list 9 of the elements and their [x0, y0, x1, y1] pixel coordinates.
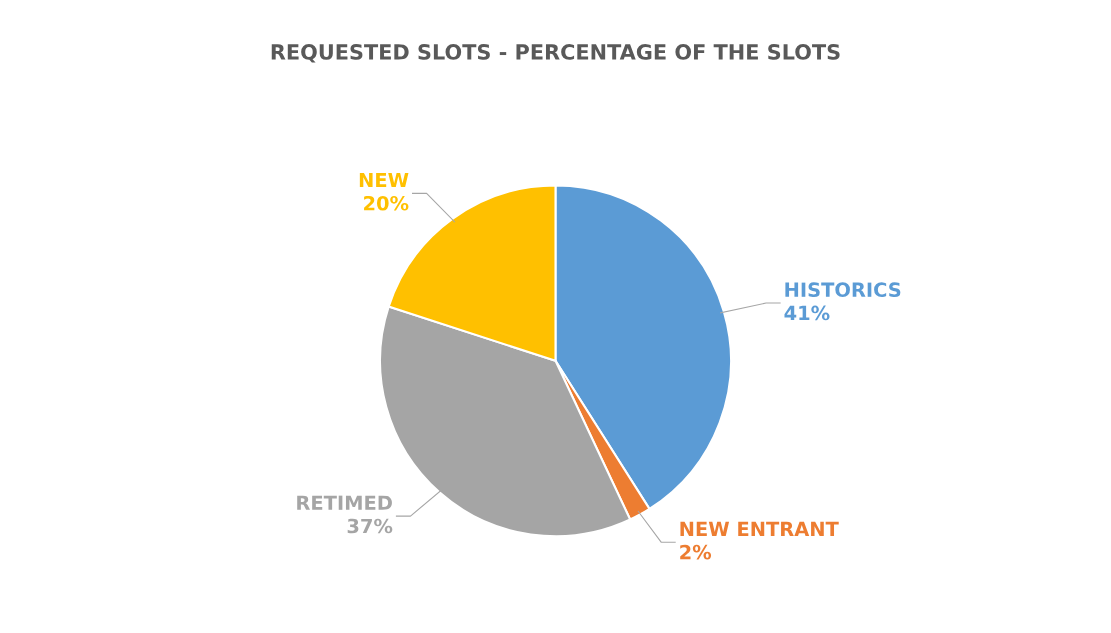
slice-label: RETIMED: [297, 495, 392, 510]
chart-title: REQUESTED SLOTS - PERCENTAGE OF THE SLOTS: [271, 44, 840, 63]
slice-label: HISTORICS: [785, 282, 901, 298]
slice-label: NEW ENTRANT: [680, 521, 839, 536]
data-label: 20%: [364, 195, 409, 211]
data-label: 37%: [347, 518, 393, 534]
slice-label: NEW: [359, 172, 409, 188]
data-label: 41%: [784, 305, 830, 321]
data-label: 2%: [680, 544, 712, 560]
